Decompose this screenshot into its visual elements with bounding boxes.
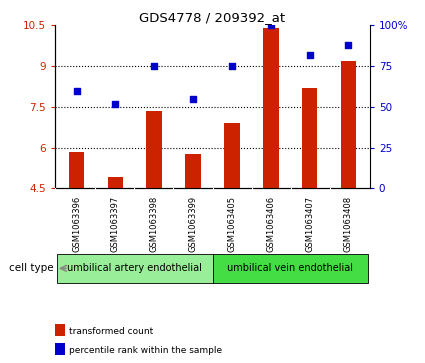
- Bar: [108, 178, 123, 188]
- Text: GSM1063408: GSM1063408: [344, 196, 353, 252]
- Bar: [185, 154, 201, 188]
- Point: [112, 101, 119, 106]
- Bar: [302, 88, 317, 188]
- Text: GSM1063398: GSM1063398: [150, 196, 159, 252]
- Text: GSM1063396: GSM1063396: [72, 196, 81, 252]
- Text: umbilical vein endothelial: umbilical vein endothelial: [227, 263, 353, 273]
- Text: cell type: cell type: [8, 263, 53, 273]
- Text: transformed count: transformed count: [69, 327, 153, 336]
- Point: [306, 52, 313, 58]
- Bar: [340, 61, 356, 188]
- Bar: [212, 253, 368, 283]
- Text: GSM1063405: GSM1063405: [227, 196, 236, 252]
- Text: GSM1063397: GSM1063397: [111, 196, 120, 252]
- Bar: [57, 253, 212, 283]
- Text: GSM1063407: GSM1063407: [305, 196, 314, 252]
- Text: GSM1063406: GSM1063406: [266, 196, 275, 252]
- Text: GSM1063399: GSM1063399: [189, 196, 198, 252]
- Point: [73, 88, 80, 94]
- Bar: [263, 28, 278, 188]
- Point: [190, 96, 196, 102]
- Bar: [224, 123, 240, 188]
- Point: [229, 63, 235, 69]
- Bar: [69, 152, 85, 188]
- Text: umbilical artery endothelial: umbilical artery endothelial: [68, 263, 202, 273]
- Text: percentile rank within the sample: percentile rank within the sample: [69, 346, 222, 355]
- Point: [267, 23, 274, 28]
- Bar: [147, 111, 162, 188]
- Point: [151, 63, 158, 69]
- Title: GDS4778 / 209392_at: GDS4778 / 209392_at: [139, 11, 286, 24]
- Point: [345, 42, 352, 48]
